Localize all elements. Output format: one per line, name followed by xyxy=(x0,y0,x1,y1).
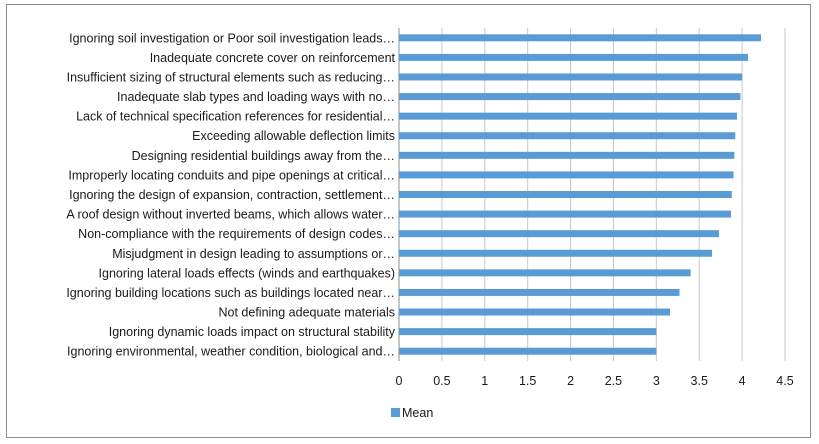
x-tick-label: 2.5 xyxy=(605,374,622,388)
category-label: Non-compliance with the requirements of … xyxy=(78,227,395,241)
x-tick-label: 0.5 xyxy=(433,374,450,388)
x-tick-label: 2 xyxy=(567,374,574,388)
bar xyxy=(399,210,731,218)
bar xyxy=(399,191,732,198)
category-label: Lack of technical specification referenc… xyxy=(76,110,395,124)
category-label: Insufficient sizing of structural elemen… xyxy=(67,70,395,84)
x-tick-label: 1 xyxy=(481,374,488,388)
bar xyxy=(399,249,713,257)
x-tick-label: 4 xyxy=(739,374,746,388)
category-labels: Ignoring soil investigation or Poor soil… xyxy=(66,31,395,358)
chart-svg: Ignoring soil investigation or Poor soil… xyxy=(66,28,794,420)
category-label: A roof design without inverted beams, wh… xyxy=(66,208,395,222)
legend-swatch xyxy=(391,408,400,417)
category-label: Ignoring environmental, weather conditio… xyxy=(67,345,395,359)
bar xyxy=(399,308,671,316)
x-tick-label: 3 xyxy=(653,374,660,388)
category-label: Ignoring the design of expansion, contra… xyxy=(69,188,395,202)
category-label: Inadequate slab types and loading ways w… xyxy=(117,90,395,104)
category-label: Improperly locating conduits and pipe op… xyxy=(68,168,395,182)
category-label: Ignoring soil investigation or Poor soil… xyxy=(69,31,395,45)
x-axis-tick-labels: 0 0.5 1 1.5 2 2.5 3 3.5 4 4.5 xyxy=(396,374,794,388)
category-label: Ignoring lateral loads effects (winds an… xyxy=(99,266,395,280)
category-label: Not defining adequate materials xyxy=(218,306,395,320)
category-label: Designing residential buildings away fro… xyxy=(132,149,395,163)
x-tick-label: 0 xyxy=(396,374,403,388)
bar xyxy=(399,53,749,61)
bars xyxy=(399,34,761,355)
bar xyxy=(399,73,743,81)
category-label: Ignoring building locations such as buil… xyxy=(66,286,395,300)
bar xyxy=(399,93,741,101)
bar xyxy=(399,112,737,120)
bar xyxy=(399,328,657,336)
category-label: Inadequate concrete cover on reinforceme… xyxy=(150,51,396,65)
bar xyxy=(399,132,736,140)
bar xyxy=(399,151,735,159)
x-tick-label: 1.5 xyxy=(519,374,536,388)
x-tick-label: 4.5 xyxy=(776,374,793,388)
category-label: Exceeding allowable deflection limits xyxy=(192,129,395,143)
bar xyxy=(399,347,657,355)
x-tick-label: 3.5 xyxy=(691,374,708,388)
legend-label: Mean xyxy=(402,406,433,420)
bar xyxy=(399,230,719,238)
chart-frame: Ignoring soil investigation or Poor soil… xyxy=(6,4,811,438)
legend: Mean xyxy=(391,406,433,420)
bar xyxy=(399,171,734,179)
category-label: Ignoring dynamic loads impact on structu… xyxy=(109,325,396,339)
bar xyxy=(399,288,680,296)
bar xyxy=(399,34,761,42)
bar xyxy=(399,269,691,277)
category-label: Misjudgment in design leading to assumpt… xyxy=(112,247,395,261)
